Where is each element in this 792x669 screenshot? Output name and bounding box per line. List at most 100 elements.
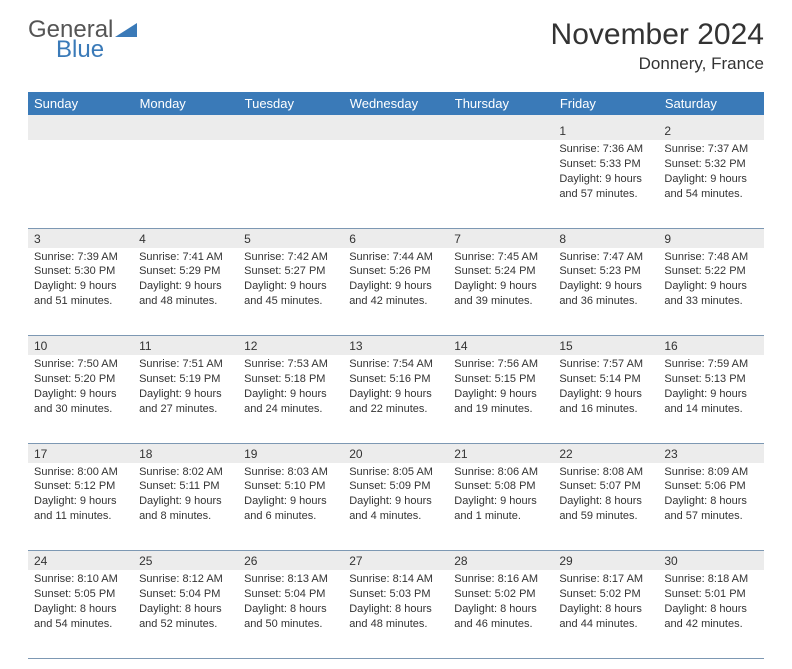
sunrise-text: Sunrise: 8:10 AM [34, 572, 127, 587]
sunset-text: Sunset: 5:27 PM [244, 264, 337, 279]
day-cell-body: Sunrise: 7:48 AMSunset: 5:22 PMDaylight:… [658, 248, 763, 313]
day-number: 24 [28, 551, 133, 571]
weekday-header: Monday [133, 92, 238, 115]
day2-text: and 14 minutes. [664, 402, 757, 417]
day-number: 8 [553, 228, 658, 248]
day-number: 14 [448, 336, 553, 356]
day-cell: Sunrise: 8:12 AMSunset: 5:04 PMDaylight:… [133, 570, 238, 658]
day1-text: Daylight: 8 hours [454, 602, 547, 617]
day-cell-body: Sunrise: 7:41 AMSunset: 5:29 PMDaylight:… [133, 248, 238, 313]
day-cell: Sunrise: 7:44 AMSunset: 5:26 PMDaylight:… [343, 248, 448, 336]
sunrise-text: Sunrise: 7:37 AM [664, 142, 757, 157]
day2-text: and 42 minutes. [349, 294, 442, 309]
day1-text: Daylight: 8 hours [559, 602, 652, 617]
sunset-text: Sunset: 5:12 PM [34, 479, 127, 494]
sunrise-text: Sunrise: 8:06 AM [454, 465, 547, 480]
weekday-header: Wednesday [343, 92, 448, 115]
day-number: 26 [238, 551, 343, 571]
sunrise-text: Sunrise: 7:39 AM [34, 250, 127, 265]
location: Donnery, France [551, 54, 764, 74]
sunset-text: Sunset: 5:13 PM [664, 372, 757, 387]
sunrise-text: Sunrise: 8:08 AM [559, 465, 652, 480]
day1-text: Daylight: 9 hours [559, 387, 652, 402]
day-cell: Sunrise: 7:54 AMSunset: 5:16 PMDaylight:… [343, 355, 448, 443]
day1-text: Daylight: 9 hours [349, 387, 442, 402]
day-number: 2 [658, 121, 763, 140]
sunset-text: Sunset: 5:06 PM [664, 479, 757, 494]
day-cell: Sunrise: 8:06 AMSunset: 5:08 PMDaylight:… [448, 463, 553, 551]
sunset-text: Sunset: 5:02 PM [559, 587, 652, 602]
sunset-text: Sunset: 5:23 PM [559, 264, 652, 279]
day2-text: and 36 minutes. [559, 294, 652, 309]
daynum-row: 17181920212223 [28, 443, 764, 463]
sunrise-text: Sunrise: 8:12 AM [139, 572, 232, 587]
weekday-header: Tuesday [238, 92, 343, 115]
day-cell-body: Sunrise: 7:45 AMSunset: 5:24 PMDaylight:… [448, 248, 553, 313]
day-cell [133, 140, 238, 228]
day2-text: and 51 minutes. [34, 294, 127, 309]
day-cell: Sunrise: 7:56 AMSunset: 5:15 PMDaylight:… [448, 355, 553, 443]
day-cell-body: Sunrise: 8:06 AMSunset: 5:08 PMDaylight:… [448, 463, 553, 528]
weekday-header: Friday [553, 92, 658, 115]
sunset-text: Sunset: 5:30 PM [34, 264, 127, 279]
day1-text: Daylight: 9 hours [349, 279, 442, 294]
day-number: 15 [553, 336, 658, 356]
day2-text: and 16 minutes. [559, 402, 652, 417]
day1-text: Daylight: 8 hours [664, 602, 757, 617]
day-cell: Sunrise: 7:59 AMSunset: 5:13 PMDaylight:… [658, 355, 763, 443]
day-number [28, 121, 133, 140]
day-number: 11 [133, 336, 238, 356]
day-cell-body: Sunrise: 7:42 AMSunset: 5:27 PMDaylight:… [238, 248, 343, 313]
sunset-text: Sunset: 5:14 PM [559, 372, 652, 387]
sunset-text: Sunset: 5:24 PM [454, 264, 547, 279]
day-cell: Sunrise: 8:03 AMSunset: 5:10 PMDaylight:… [238, 463, 343, 551]
sunset-text: Sunset: 5:05 PM [34, 587, 127, 602]
day1-text: Daylight: 9 hours [34, 279, 127, 294]
weekday-header-row: Sunday Monday Tuesday Wednesday Thursday… [28, 92, 764, 115]
day-number: 25 [133, 551, 238, 571]
day1-text: Daylight: 8 hours [349, 602, 442, 617]
sunset-text: Sunset: 5:04 PM [244, 587, 337, 602]
day2-text: and 11 minutes. [34, 509, 127, 524]
day-number: 1 [553, 121, 658, 140]
day-number [343, 121, 448, 140]
day-cell: Sunrise: 8:05 AMSunset: 5:09 PMDaylight:… [343, 463, 448, 551]
sunrise-text: Sunrise: 8:17 AM [559, 572, 652, 587]
day-number: 10 [28, 336, 133, 356]
daynum-row: 3456789 [28, 228, 764, 248]
sunset-text: Sunset: 5:29 PM [139, 264, 232, 279]
day-number: 28 [448, 551, 553, 571]
daynum-row: 24252627282930 [28, 551, 764, 571]
day1-text: Daylight: 9 hours [244, 279, 337, 294]
weekday-header: Thursday [448, 92, 553, 115]
day1-text: Daylight: 8 hours [559, 494, 652, 509]
day-cell-body: Sunrise: 7:50 AMSunset: 5:20 PMDaylight:… [28, 355, 133, 420]
day1-text: Daylight: 9 hours [34, 494, 127, 509]
day-cell: Sunrise: 7:37 AMSunset: 5:32 PMDaylight:… [658, 140, 763, 228]
day-number: 21 [448, 443, 553, 463]
day-cell: Sunrise: 8:17 AMSunset: 5:02 PMDaylight:… [553, 570, 658, 658]
day1-text: Daylight: 9 hours [454, 494, 547, 509]
day-number: 16 [658, 336, 763, 356]
day2-text: and 4 minutes. [349, 509, 442, 524]
day-cell: Sunrise: 8:18 AMSunset: 5:01 PMDaylight:… [658, 570, 763, 658]
day-cell: Sunrise: 7:48 AMSunset: 5:22 PMDaylight:… [658, 248, 763, 336]
day-cell-body: Sunrise: 7:39 AMSunset: 5:30 PMDaylight:… [28, 248, 133, 313]
day-cell: Sunrise: 8:13 AMSunset: 5:04 PMDaylight:… [238, 570, 343, 658]
day1-text: Daylight: 9 hours [349, 494, 442, 509]
day-number: 6 [343, 228, 448, 248]
day-cell-body: Sunrise: 8:08 AMSunset: 5:07 PMDaylight:… [553, 463, 658, 528]
sunrise-text: Sunrise: 8:09 AM [664, 465, 757, 480]
sunset-text: Sunset: 5:26 PM [349, 264, 442, 279]
day1-text: Daylight: 8 hours [664, 494, 757, 509]
day-cell-body: Sunrise: 8:13 AMSunset: 5:04 PMDaylight:… [238, 570, 343, 635]
day-cell-body: Sunrise: 7:56 AMSunset: 5:15 PMDaylight:… [448, 355, 553, 420]
day1-text: Daylight: 9 hours [34, 387, 127, 402]
sunset-text: Sunset: 5:33 PM [559, 157, 652, 172]
day1-text: Daylight: 9 hours [139, 387, 232, 402]
day-cell: Sunrise: 8:16 AMSunset: 5:02 PMDaylight:… [448, 570, 553, 658]
day-cell-body: Sunrise: 8:00 AMSunset: 5:12 PMDaylight:… [28, 463, 133, 528]
day-cell: Sunrise: 7:36 AMSunset: 5:33 PMDaylight:… [553, 140, 658, 228]
day1-text: Daylight: 9 hours [664, 387, 757, 402]
sunrise-text: Sunrise: 7:56 AM [454, 357, 547, 372]
